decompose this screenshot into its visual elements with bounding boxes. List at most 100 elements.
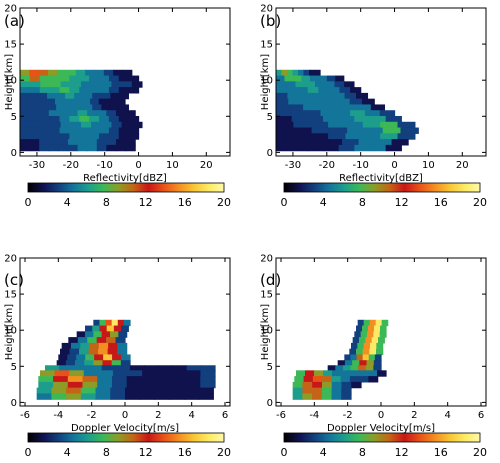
heatmap-cell xyxy=(362,133,381,140)
x-tick-label: -2 xyxy=(343,410,353,421)
heatmap-cell xyxy=(292,387,303,395)
panel-a: -30 -20 -10 0 10 20 0 5 10 15 20 (a) Height[km] Re… xyxy=(4,4,231,210)
heatmap-cell xyxy=(29,127,41,134)
heatmap-cell xyxy=(95,387,111,395)
heatmap-cell xyxy=(93,319,101,327)
x-tick-label: 0 xyxy=(122,410,128,421)
heatmap-cell xyxy=(59,115,70,123)
heatmap-cell xyxy=(39,87,51,94)
heatmap-cell xyxy=(310,121,329,129)
heatmap-cell xyxy=(105,319,113,327)
heatmap-cell xyxy=(126,376,142,383)
heatmap-cell xyxy=(92,104,102,111)
heatmap-cell xyxy=(350,354,358,361)
heatmap-cell xyxy=(289,104,304,111)
heatmap-cell xyxy=(50,121,62,129)
heatmap-cell xyxy=(287,69,294,77)
heatmap-cell xyxy=(369,319,377,327)
heatmap-cell xyxy=(111,381,128,389)
heatmap-cell xyxy=(79,115,90,123)
heatmap-cell xyxy=(103,354,113,361)
heatmap-cell xyxy=(63,98,74,106)
heatmap-cell xyxy=(380,325,387,332)
colorbar-tick-label: 4 xyxy=(64,196,71,209)
heatmap-cell xyxy=(20,75,31,82)
heatmap-cell xyxy=(77,110,88,117)
panel-label-d: (d) xyxy=(260,271,281,289)
heatmap-cell xyxy=(39,127,51,134)
heatmap-cell xyxy=(79,75,90,82)
heatmap-cell xyxy=(312,387,323,395)
heatmap-cell xyxy=(29,133,41,140)
heatmap-cell xyxy=(350,110,366,117)
heatmap-cell xyxy=(56,92,66,100)
heatmap-cell xyxy=(354,144,371,152)
heatmap-cell xyxy=(125,393,141,400)
heatmap-cell xyxy=(128,87,140,94)
heatmap-cell xyxy=(198,393,214,400)
heatmap-cell xyxy=(156,381,172,389)
colorbar-gradient xyxy=(283,432,481,443)
heatmap-cell xyxy=(302,393,313,400)
heatmap-cell xyxy=(307,87,319,94)
heatmap-cell xyxy=(107,98,117,106)
y-tick-label: 20 xyxy=(260,254,273,265)
heatmap-cell xyxy=(122,69,133,77)
heatmap-cell xyxy=(20,139,31,146)
heatmap-cell xyxy=(80,342,91,350)
colorbar-gradient xyxy=(283,182,481,193)
heatmap-cell xyxy=(321,387,333,395)
heatmap-cell xyxy=(357,104,372,111)
heatmap-cell xyxy=(79,133,90,140)
x-axis-label-d: Doppler Velocity[m/s] xyxy=(327,423,435,434)
heatmap-cell xyxy=(285,81,297,88)
colorbar-a: 0 4 8 12 16 20 xyxy=(25,182,231,209)
heatmap-cell xyxy=(339,87,351,94)
heatmap-cell xyxy=(39,110,50,117)
heatmap-cell xyxy=(344,81,355,88)
heatmap-cell xyxy=(128,75,140,82)
heatmap-cell xyxy=(46,98,56,106)
heatmap-cell xyxy=(328,133,347,140)
heatmap-cell xyxy=(70,342,81,350)
heatmap-cell xyxy=(291,144,308,152)
heatmap-cell xyxy=(118,87,130,94)
heatmap-cell xyxy=(56,360,67,367)
heatmap-cell xyxy=(200,376,216,383)
heatmap-cell xyxy=(76,354,86,361)
heatmap-cell xyxy=(108,133,120,140)
heatmap-cell xyxy=(373,360,382,367)
heatmap-cell xyxy=(69,133,80,140)
y-tick-label: 0 xyxy=(11,148,17,159)
heatmap-cell xyxy=(276,92,289,100)
heatmap-cell xyxy=(323,115,340,123)
heatmap-cell xyxy=(51,387,67,395)
colorbar-tick-label: 16 xyxy=(178,446,192,459)
x-axis-label-a: Reflectivity[dBZ] xyxy=(83,173,167,184)
heatmap-cell xyxy=(20,81,31,88)
heatmap-cell xyxy=(397,133,416,140)
heatmap-cell xyxy=(85,325,93,332)
colorbar-tick-label: 0 xyxy=(281,196,288,209)
heatmap-cell xyxy=(106,325,115,332)
heatmap-cell xyxy=(47,92,57,100)
heatmap-cell xyxy=(276,104,291,111)
x-tick-label: 10 xyxy=(422,160,435,171)
heatmap-cell xyxy=(310,92,323,100)
y-tick-label: 5 xyxy=(11,362,17,373)
heatmap-cell xyxy=(96,110,107,117)
colorbar-tick-label: 8 xyxy=(103,446,110,459)
y-tick-label: 0 xyxy=(267,148,273,159)
heatmap-cell xyxy=(58,139,69,146)
heatmap-cell xyxy=(118,133,130,140)
heatmap-cell xyxy=(356,325,363,332)
heatmap-cell xyxy=(108,115,120,123)
heatmap-cell xyxy=(94,69,105,77)
heatmap-cell xyxy=(29,110,40,117)
colorbar-tick-label: 20 xyxy=(473,196,487,209)
heatmap-cell xyxy=(89,127,100,134)
heatmap-cell xyxy=(130,365,145,372)
heatmap-cell xyxy=(38,381,54,389)
heatmap-cell xyxy=(276,144,293,152)
panel-d: -6 -4 -2 0 2 4 6 0 5 10 15 20 (d) Height[km] Dopple… xyxy=(260,254,487,460)
